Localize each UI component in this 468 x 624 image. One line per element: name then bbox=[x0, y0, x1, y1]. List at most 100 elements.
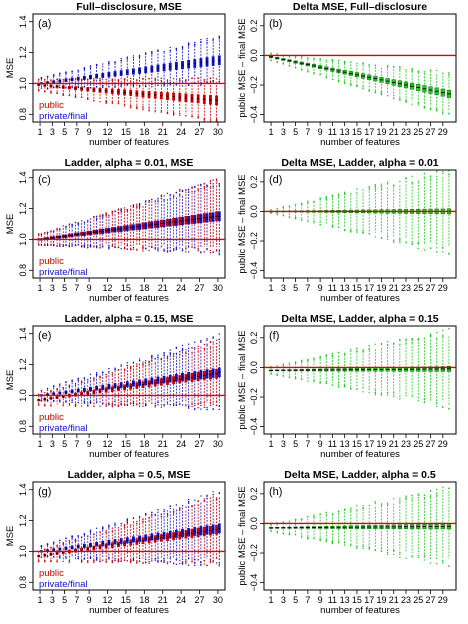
outlier-point bbox=[405, 342, 407, 344]
x-tick-label: 9 bbox=[87, 127, 92, 137]
outlier-point bbox=[337, 383, 340, 385]
outlier-point bbox=[40, 544, 43, 547]
outlier-point bbox=[89, 67, 92, 69]
outlier-point bbox=[138, 402, 141, 405]
outlier-point bbox=[120, 84, 122, 87]
outlier-point bbox=[215, 182, 218, 184]
x-tick-label: 15 bbox=[352, 127, 362, 137]
outlier-point bbox=[62, 403, 64, 405]
x-tick-label: 30 bbox=[213, 595, 223, 605]
outlier-point bbox=[343, 228, 346, 231]
outlier-point bbox=[197, 347, 199, 350]
outlier-point bbox=[65, 401, 67, 403]
outlier-point bbox=[130, 248, 132, 251]
outlier-point bbox=[203, 80, 206, 82]
outlier-point bbox=[343, 352, 346, 355]
outlier-point bbox=[136, 206, 138, 208]
outlier-point bbox=[99, 376, 101, 378]
outlier-point bbox=[393, 241, 395, 243]
outlier-point bbox=[380, 547, 383, 550]
outlier-point bbox=[132, 55, 135, 57]
outlier-point bbox=[136, 365, 138, 367]
outlier-point bbox=[276, 207, 278, 210]
outlier-point bbox=[68, 540, 71, 542]
outlier-point bbox=[166, 512, 169, 514]
outlier-point bbox=[117, 79, 120, 81]
outlier-point bbox=[38, 233, 40, 236]
outlier-point bbox=[350, 83, 352, 85]
outlier-point bbox=[172, 77, 175, 80]
outlier-point bbox=[331, 352, 334, 355]
outlier-point bbox=[114, 404, 116, 406]
outlier-point bbox=[130, 205, 132, 207]
outlier-point bbox=[148, 519, 150, 522]
outlier-point bbox=[399, 66, 401, 68]
outlier-point bbox=[209, 558, 212, 561]
outlier-point bbox=[68, 404, 71, 406]
outlier-point bbox=[187, 347, 190, 349]
outlier-point bbox=[435, 401, 438, 404]
outlier-point bbox=[169, 46, 171, 49]
outlier-point bbox=[105, 531, 107, 534]
outlier-point bbox=[71, 245, 73, 247]
y-tick-label: 1.4 bbox=[18, 171, 28, 184]
outlier-point bbox=[197, 350, 199, 352]
outlier-point bbox=[89, 245, 92, 247]
outlier-point bbox=[356, 545, 358, 547]
outlier-point bbox=[319, 198, 321, 200]
outlier-point bbox=[209, 249, 212, 252]
outlier-point bbox=[71, 401, 73, 404]
outlier-point bbox=[405, 69, 407, 71]
outlier-point bbox=[40, 556, 43, 558]
outlier-point bbox=[126, 84, 128, 86]
x-tick-label: 17 bbox=[364, 439, 374, 449]
outlier-point bbox=[218, 254, 220, 256]
outlier-point bbox=[294, 203, 297, 206]
y-tick-label: 0.0 bbox=[249, 205, 259, 218]
outlier-point bbox=[209, 500, 212, 502]
outlier-point bbox=[368, 504, 370, 507]
x-tick-label: 7 bbox=[305, 127, 310, 137]
outlier-point bbox=[294, 518, 297, 520]
outlier-point bbox=[200, 187, 202, 190]
outlier-point bbox=[38, 560, 40, 562]
outlier-point bbox=[77, 244, 79, 246]
y-axis-label: public MSE – final MSE bbox=[237, 174, 248, 273]
outlier-point bbox=[95, 217, 98, 219]
y-tick-label: 0.0 bbox=[249, 49, 259, 62]
outlier-point bbox=[356, 230, 358, 232]
outlier-point bbox=[175, 246, 178, 249]
outlier-point bbox=[175, 404, 178, 406]
outlier-point bbox=[142, 365, 144, 367]
x-tick-label: 9 bbox=[87, 595, 92, 605]
outlier-point bbox=[417, 339, 419, 341]
outlier-point bbox=[393, 240, 395, 242]
outlier-point bbox=[179, 351, 181, 353]
outlier-point bbox=[411, 499, 413, 501]
outlier-point bbox=[120, 365, 122, 367]
outlier-point bbox=[144, 558, 147, 561]
panel-label: (a) bbox=[38, 18, 51, 30]
outlier-point bbox=[411, 181, 413, 183]
outlier-point bbox=[368, 548, 370, 551]
outlier-point bbox=[163, 509, 165, 511]
outlier-point bbox=[185, 405, 187, 407]
outlier-point bbox=[46, 556, 49, 558]
panel-f: Delta MSE, Ladder, alpha = 0.15(f) −0.4 −0… bbox=[237, 313, 457, 460]
outlier-point bbox=[362, 391, 364, 393]
y-tick-label: 0.2 bbox=[249, 332, 259, 345]
outlier-point bbox=[301, 56, 303, 58]
outlier-point bbox=[120, 364, 122, 366]
outlier-point bbox=[218, 249, 220, 251]
outlier-point bbox=[399, 395, 401, 397]
outlier-point bbox=[179, 562, 181, 565]
outlier-point bbox=[301, 377, 303, 380]
outlier-point bbox=[87, 405, 89, 407]
outlier-point bbox=[331, 354, 334, 357]
outlier-point bbox=[218, 35, 220, 38]
x-tick-label: 24 bbox=[176, 439, 186, 449]
outlier-point bbox=[350, 350, 352, 353]
